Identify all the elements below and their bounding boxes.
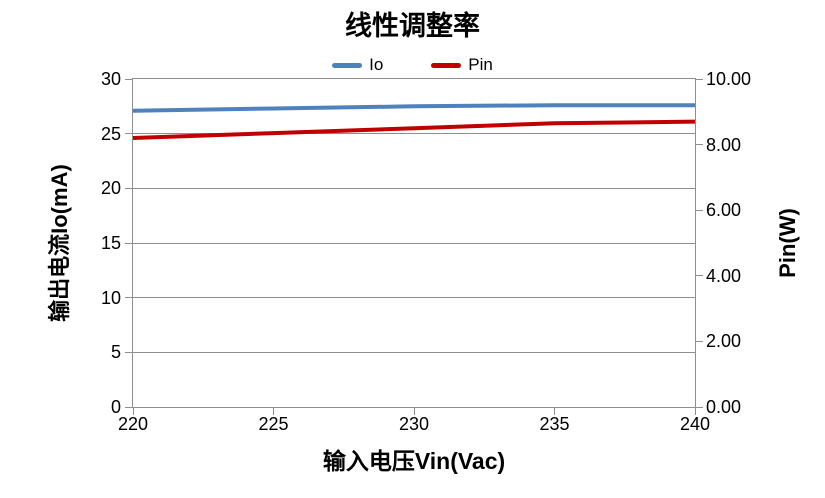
series-line-pin bbox=[132, 119, 696, 140]
y-axis-left-tick-label: 5 bbox=[110, 342, 121, 363]
y-axis-right-tick bbox=[695, 340, 703, 342]
x-axis-tick-label: 240 bbox=[679, 414, 711, 434]
x-axis-tick-label: 225 bbox=[258, 414, 289, 434]
y-axis-left-tick-label: 0 bbox=[110, 397, 121, 417]
y-axis-right-tick-label: 10.00 bbox=[706, 69, 752, 89]
gridline bbox=[133, 133, 695, 135]
legend-label-io: Io bbox=[369, 55, 384, 74]
x-axis-tick-label: 220 bbox=[117, 414, 149, 434]
plot-area: 0 5 10 15 20 25 30 0.00 2.00 4.00 6.00 8.00 10.00 220… bbox=[101, 69, 751, 434]
y-axis-right-tick bbox=[695, 406, 703, 408]
x-axis-tick bbox=[273, 407, 274, 415]
y-axis-right-title: Pin(W) bbox=[775, 208, 800, 278]
io-line-swatch bbox=[332, 62, 363, 68]
x-axis-tick bbox=[413, 407, 415, 415]
series-line-io bbox=[132, 103, 695, 113]
y-axis-left-tick bbox=[125, 351, 133, 353]
chart-title: 线性调整率 bbox=[345, 11, 480, 41]
legend-item-io: Io bbox=[332, 56, 383, 74]
y-axis-left-tick bbox=[125, 78, 133, 80]
y-axis-left-tick bbox=[125, 133, 133, 135]
x-axis-tick bbox=[132, 407, 134, 415]
y-axis-left-tick-label: 10 bbox=[100, 287, 121, 308]
y-axis-left-title: 输出电流Io(mA) bbox=[47, 164, 72, 322]
y-axis-left-tick bbox=[125, 297, 133, 299]
legend: Io Pin bbox=[0, 56, 825, 74]
x-axis-tick-label: 230 bbox=[398, 414, 430, 434]
legend-label-pin: Pin bbox=[468, 55, 493, 74]
x-axis-tick-label: 235 bbox=[539, 414, 570, 434]
y-axis-right-tick bbox=[695, 144, 703, 146]
y-axis-right-tick bbox=[695, 275, 703, 277]
legend-item-pin: Pin bbox=[431, 56, 493, 74]
gridline bbox=[133, 351, 695, 353]
y-axis-right-tick-label: 8.00 bbox=[706, 134, 742, 155]
x-axis-tick bbox=[554, 407, 555, 415]
gridline bbox=[133, 297, 695, 299]
x-axis-tick bbox=[694, 407, 696, 415]
y-axis-right-tick-label: 0.00 bbox=[706, 397, 742, 417]
y-axis-right-tick-label: 6.00 bbox=[706, 200, 742, 221]
pin-line-swatch bbox=[431, 62, 462, 68]
series-lines bbox=[132, 103, 696, 140]
y-axis-right-tick bbox=[695, 209, 703, 211]
y-axis-right-tick-label: 2.00 bbox=[706, 331, 742, 352]
gridline bbox=[133, 187, 695, 189]
y-axis-left-tick-label: 20 bbox=[100, 178, 121, 199]
y-axis-left-tick-label: 25 bbox=[100, 123, 121, 144]
y-axis-left-tick-label: 30 bbox=[100, 69, 121, 89]
y-axis-left-tick bbox=[125, 406, 133, 408]
y-axis-right-tick-label: 4.00 bbox=[706, 265, 742, 286]
y-axis-left-tick bbox=[125, 242, 133, 244]
gridline bbox=[133, 242, 695, 244]
y-axis-left-tick bbox=[125, 187, 133, 189]
y-axis-right-tick bbox=[695, 78, 703, 80]
y-axis-left-tick-label: 15 bbox=[100, 233, 121, 253]
x-axis-title: 输入电压Vin(Vac) bbox=[322, 448, 506, 474]
